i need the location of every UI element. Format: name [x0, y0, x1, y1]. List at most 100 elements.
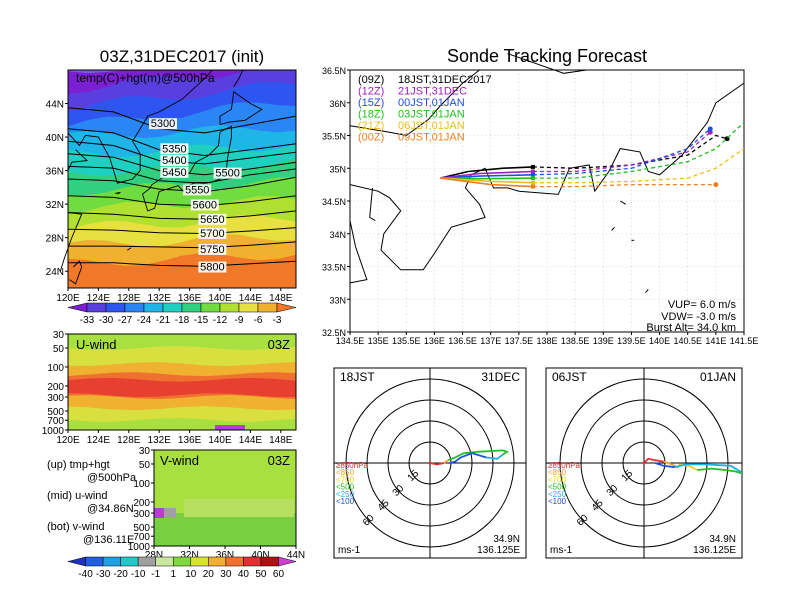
contour-label-bg [160, 155, 189, 167]
hodo-level-label: <500 [548, 483, 567, 492]
lat-tick-label: 40N [46, 133, 64, 144]
track-marker-2 [530, 172, 535, 177]
vwind-p-label: 500 [133, 523, 150, 534]
uwind-lon-label: 136E [178, 435, 202, 446]
uwind-p-label: 500 [47, 407, 64, 418]
track-dashed-3 [532, 121, 745, 179]
track-legend-code: (12Z) [358, 86, 384, 98]
vwind-label: V-wind [160, 453, 199, 468]
coastline-0 [67, 69, 213, 184]
vdw-text: VDW= -3.0 m/s [661, 311, 736, 323]
vwind-mid-band [184, 499, 294, 518]
contour-label-5600: 5600 [193, 200, 217, 212]
track-lon-label: 137E [480, 336, 501, 346]
height-contour-5650 [67, 210, 297, 220]
track-lon-label: 140.5E [673, 336, 702, 346]
track-marker-3 [530, 176, 535, 181]
wind-colorbar-label: 50 [255, 569, 267, 580]
contour-label-bg [183, 184, 212, 196]
vwind-p-label: 200 [133, 498, 150, 509]
temp-colorbar-seg-4 [143, 302, 164, 313]
contour-label-bg [213, 167, 242, 179]
track-lon-label: 139.5E [617, 336, 646, 346]
vwind-p-label: 100 [133, 479, 150, 490]
temp-colorbar-seg-2 [105, 302, 126, 313]
track-lon-label: 140E [649, 336, 670, 346]
temp-colorbar-seg-11 [276, 302, 297, 313]
track-lon-label: 138.5E [561, 336, 590, 346]
track-lat-label: 33.5N [322, 263, 346, 273]
hodo-unit-label: ms-1 [338, 545, 361, 556]
track-coastline-4 [349, 220, 368, 284]
contour-label-bg [160, 143, 189, 155]
track-map: (09Z) 18JST,31DEC2017 (12Z) 21JST,31DEC (15Z… [349, 53, 745, 334]
track-marker-0 [530, 164, 535, 169]
vwind-lat-label: 28N [145, 550, 163, 561]
wind-colorbar: -40 -30 -20 -10 -1 1 10 20 30 40 50 60 [67, 556, 297, 580]
uwind-lon-label: 148E [269, 435, 293, 446]
track-lon-label: 137.5E [505, 336, 534, 346]
hodo-time-label: 18JST [340, 370, 375, 384]
temp-colorbar-seg-7 [200, 302, 221, 313]
uwind-p-label: 50 [53, 344, 65, 355]
temp-colorbar-seg-9 [238, 302, 259, 313]
wind-colorbar-seg-6 [172, 556, 192, 567]
contour-label-bg [198, 243, 227, 255]
wind-colorbar-seg-1 [85, 556, 104, 567]
wind-colorbar-seg-9 [225, 556, 244, 567]
temp-colorbar-label: -12 [213, 315, 228, 326]
uwind-lon-label: 132E [148, 435, 172, 446]
contour-label-bg [160, 166, 189, 178]
map-label: temp(C)+hgt(m)@500hPa [76, 71, 215, 85]
wind-colorbar-label: 10 [185, 569, 197, 580]
height-contour-5700 [67, 227, 297, 235]
track-coastline-6 [619, 200, 627, 205]
wind-colorbar-label: -10 [131, 569, 146, 580]
hodo-trace-5 [654, 462, 675, 469]
vwind-grey-patch [164, 508, 176, 519]
coastline-5 [219, 91, 263, 125]
hodo-trace-4 [449, 452, 487, 464]
wind-colorbar-label: 1 [170, 569, 176, 580]
track-end-5 [713, 182, 719, 188]
track-end-2 [707, 126, 713, 132]
lat-tick-label: 32N [46, 200, 64, 211]
wind-colorbar-seg-10 [243, 556, 262, 567]
contour-label-bg [198, 228, 227, 240]
track-dashed-0 [532, 134, 728, 169]
vwind-p-label: 30 [139, 446, 151, 457]
lon-tick-label: 124E [87, 293, 111, 304]
hodo-trace-4 [674, 463, 742, 474]
track-dashed-5 [532, 183, 716, 188]
uwind-p-label: 30 [53, 330, 65, 341]
track-lat-label: 34N [329, 230, 346, 240]
track-dashed-2 [532, 128, 711, 176]
temp-colorbar-label: -33 [80, 315, 95, 326]
temp-colorbar-seg-8 [219, 302, 240, 313]
hodo-level-label: <250 [336, 490, 355, 499]
temp-colorbar-label: -27 [118, 315, 133, 326]
wind-colorbar-label: -30 [96, 569, 111, 580]
vwind-lat-label: 36N [216, 550, 234, 561]
lon-tick-label: 136E [178, 293, 202, 304]
hodo-time-label: 06JST [552, 370, 587, 384]
temp-colorbar-label: -6 [254, 315, 263, 326]
track-coastline-7 [611, 226, 615, 231]
wind-colorbar-seg-12 [278, 556, 297, 567]
legend-bot-2: @136.11E [83, 534, 134, 546]
hodo-level-label: ≥850hPa [336, 461, 369, 470]
hodo-trace-1 [443, 459, 449, 464]
temp-colorbar-label: -30 [99, 315, 114, 326]
track-lat-label: 36N [329, 99, 346, 109]
hodo-origin [428, 461, 432, 465]
track-lon-label: 141.5E [730, 336, 759, 346]
lon-tick-label: 148E [269, 293, 293, 304]
uwind-lon-label: 120E [56, 435, 80, 446]
uwind-band-5 [68, 406, 296, 423]
track-coastline-2 [349, 69, 480, 137]
temp-colorbar-label: -3 [273, 315, 282, 326]
contour-label-5500: 5500 [215, 168, 239, 180]
uwind-p-label: 300 [47, 393, 64, 404]
